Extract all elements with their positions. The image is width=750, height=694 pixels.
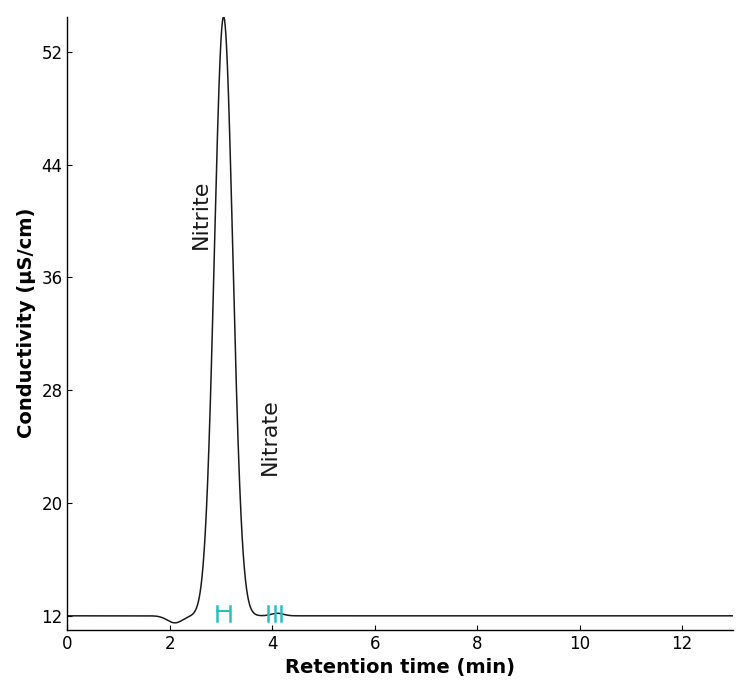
Text: Nitrite: Nitrite (190, 180, 211, 249)
Y-axis label: Conductivity (µS/cm): Conductivity (µS/cm) (16, 208, 36, 439)
Text: Nitrate: Nitrate (260, 398, 280, 475)
X-axis label: Retention time (min): Retention time (min) (285, 659, 515, 677)
